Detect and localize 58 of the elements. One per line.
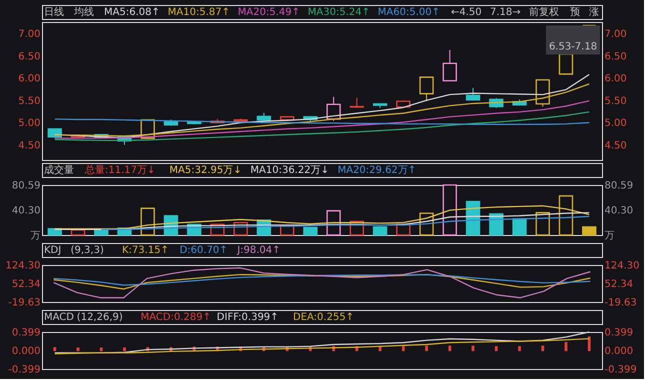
y-tick-label: -0.399 [8,364,40,376]
text: MA5:6.08↑ [104,7,160,18]
y2-tick-label: 40.30 [604,205,634,216]
y-tick-label: 0.399 [12,328,40,338]
y2-tick-label: -0.399 [604,364,637,376]
y-tick-label: 52.34 [12,279,40,290]
chart-title: 日线 [44,6,64,18]
chart-subtitle: (12,26,9) [76,312,123,323]
chart-subtitle: (9,3,3) [70,245,104,256]
chart-title: MACD [44,312,74,323]
y-tick-label: 5.00 [18,118,40,130]
y2-tick-label: 万 [604,230,614,242]
y-tick-label: 124.30 [6,260,40,272]
text: MA10:5.87↑ [168,7,230,18]
text: K:73.15↑ [122,245,169,256]
y-tick-label: -19.63 [8,298,40,308]
y-tick-label: 5.50 [18,96,40,107]
chart-title: 成交量 [44,164,74,176]
y-tick-label: 万 [30,230,40,242]
text: 7.18→ [490,7,521,18]
y-tick-label: 80.59 [12,180,40,192]
text: 总量:11.17万↓ [84,164,156,176]
text: MACD:0.289↑ [140,312,211,323]
band-label: 6.53-7.18 [548,41,598,52]
y2-tick-label: 5.50 [604,96,627,107]
y-tick-label: 7.00 [18,29,40,40]
y2-tick-label: -19.63 [604,298,637,308]
text: D:60.70↑ [180,245,228,256]
text: 预 [570,7,580,18]
text: DEA:0.255↑ [293,312,354,323]
text: MA20:5.49↑ [238,7,300,18]
y2-tick-label: 4.50 [604,140,627,152]
y2-tick-label: 6.50 [604,51,627,62]
text: 涨 [589,6,599,18]
y-tick-label: 6.00 [18,74,40,85]
text: MA5:32.95万↓ [169,165,242,176]
text: MA60:5.00↑ [378,7,440,18]
text: ←4.50 [451,7,482,18]
chart-title: KDJ [44,245,62,256]
y-tick-label: 4.50 [18,140,40,152]
y2-tick-label: 80.59 [604,180,634,192]
text: MA30:5.24↑ [308,7,370,18]
text: DIFF:0.399↑ [216,312,279,323]
y2-tick-label: 7.00 [604,29,627,40]
text: 前复权 [529,6,559,18]
y-tick-label: 40.30 [12,205,40,216]
text: MA20:29.62万↑ [338,165,416,176]
y-tick-label: 0.000 [12,346,40,357]
legend-title: 均线 [73,6,94,18]
text: MA10:36.22万↓ [250,165,329,176]
y2-tick-label: 52.34 [604,279,634,290]
y2-tick-label: 124.30 [604,260,640,272]
y-tick-label: 6.50 [18,51,40,62]
series-label: J:98.04↑ [236,245,281,256]
y2-tick-label: 0.000 [604,346,634,357]
y2-tick-label: 0.399 [604,328,634,338]
y2-tick-label: 6.00 [604,74,627,85]
y2-tick-label: 5.00 [604,118,627,130]
